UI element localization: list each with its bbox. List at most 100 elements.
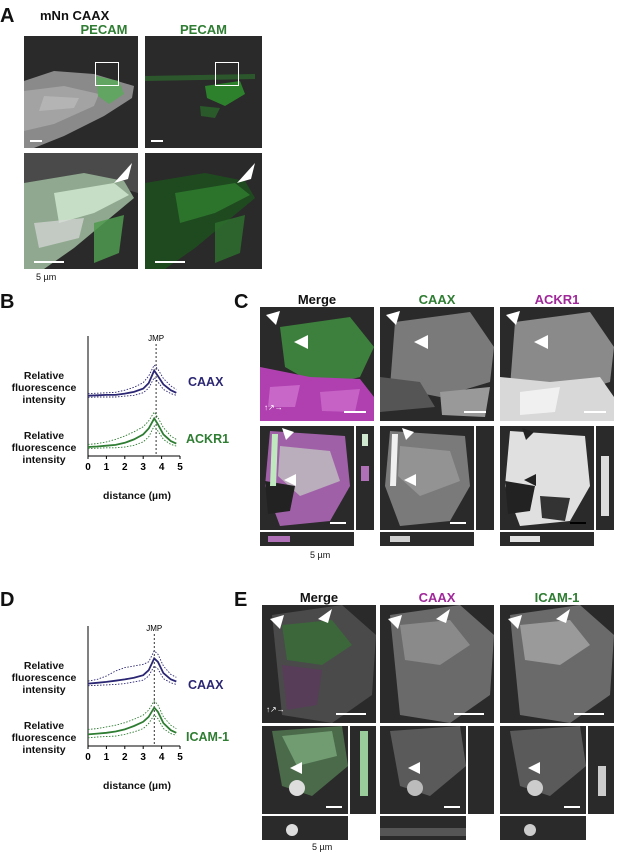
panel-e-side-icam1 xyxy=(588,726,614,814)
panel-e-side-merge xyxy=(350,726,376,814)
scale-bar xyxy=(570,522,586,524)
chart-d-jmp-label: JMP xyxy=(146,624,162,633)
panel-label-c: C xyxy=(234,291,249,313)
chart-b-ylabel-top: Relative fluorescence intensity xyxy=(11,370,77,406)
panel-c-slice-merge xyxy=(260,426,354,530)
arrowhead-icon xyxy=(282,428,294,440)
chart-b-x-tick-label: 1 xyxy=(104,462,110,473)
panel-label-e: E xyxy=(234,589,248,611)
panel-a-zoom-merge xyxy=(24,153,138,269)
arrowhead-icon xyxy=(266,311,280,325)
panel-c-header-caax: CAAX xyxy=(418,292,456,307)
chart-b-x-tick-label: 0 xyxy=(85,462,91,473)
panel-e-slice-caax xyxy=(380,726,466,814)
chart-b-plot: 0 1 2 3 4 5 JMP xyxy=(85,334,183,473)
arrowhead-icon xyxy=(290,762,302,774)
panel-a-scale-label: 5 µm xyxy=(36,272,57,282)
panel-label-b: B xyxy=(0,291,15,313)
arrowhead-icon xyxy=(294,335,308,349)
arrowhead-icon xyxy=(522,428,534,440)
scale-bar xyxy=(151,140,163,142)
panel-e-side-caax xyxy=(468,726,494,814)
panel-c-bottom-ackr1 xyxy=(500,532,594,546)
panel-a-header-pecam-2: PECAM xyxy=(180,22,227,37)
panel-e-bottom-icam1 xyxy=(500,816,586,840)
chart-b-series-2-upper xyxy=(87,411,177,445)
panel-c-3d-caax xyxy=(380,307,494,421)
chart-b-series-label-1: CAAX xyxy=(188,375,224,389)
zoom-box xyxy=(215,62,239,86)
chart-b: Relative fluorescence intensity Relative… xyxy=(0,330,230,510)
chart-d-series-label-2: ICAM-1 xyxy=(186,730,230,744)
panel-e-slice-merge xyxy=(262,726,348,814)
scale-bar xyxy=(454,713,484,715)
arrowhead-icon xyxy=(524,474,536,486)
chart-d-x-tick-label: 3 xyxy=(140,752,146,763)
chart-d-series-1-upper xyxy=(87,650,177,682)
chart-b-series-1-mean xyxy=(87,368,177,397)
chart-d-x-tick-label: 4 xyxy=(159,752,165,763)
chart-b-x-tick-label: 2 xyxy=(122,462,128,473)
scale-bar xyxy=(155,261,185,263)
panel-c-side-caax xyxy=(476,426,494,530)
arrowhead-icon xyxy=(386,311,400,325)
scale-bar xyxy=(444,806,460,808)
arrowhead-icon xyxy=(534,335,548,349)
chart-b-xlabel: distance (µm) xyxy=(103,490,171,502)
chart-b-ylabel-bottom: Relative fluorescence intensity xyxy=(11,430,77,466)
scale-bar xyxy=(30,140,42,142)
panel-c-bottom-caax xyxy=(380,532,474,546)
panel-a-overview-merge xyxy=(24,36,138,148)
arrowhead-icon xyxy=(408,762,420,774)
panel-e-header-merge: Merge xyxy=(299,590,339,605)
panel-e-bottom-merge xyxy=(262,816,348,840)
panel-a-header-pecam-1: PECAM xyxy=(80,22,128,37)
chart-b-x-tick-label: 5 xyxy=(177,462,183,473)
chart-b-series-2-lower xyxy=(87,425,177,450)
chart-d-ylabel-bottom: Relative fluorescence intensity xyxy=(11,720,77,756)
panel-c-3d-merge: ↑↗→ xyxy=(260,307,374,421)
panel-c-bottom-merge xyxy=(260,532,354,546)
panel-a-overview-pecam xyxy=(145,36,262,148)
panel-label-d: D xyxy=(0,589,15,611)
panel-c-header-merge: Merge xyxy=(297,292,337,307)
chart-d-series-2-mean xyxy=(87,706,177,736)
panel-e-3d-caax xyxy=(380,605,494,723)
panel-e-header-caax: CAAX xyxy=(418,590,456,605)
chart-b-series-1-lower xyxy=(87,376,177,398)
scale-bar xyxy=(336,713,366,715)
chart-d-x-tick-label: 0 xyxy=(85,752,91,763)
panel-a-zoom-pecam xyxy=(145,153,262,269)
chart-d-plot: 0 1 2 3 4 5 JMP xyxy=(85,624,183,763)
arrowhead-icon xyxy=(528,762,540,774)
chart-b-series-1-upper xyxy=(87,364,177,395)
scale-bar xyxy=(326,806,342,808)
axis-icon: ↑↗→ xyxy=(264,403,283,412)
chart-b-jmp-label: JMP xyxy=(148,334,164,343)
arrowhead-icon xyxy=(318,609,332,623)
panel-e-header-icam1: ICAM-1 xyxy=(534,590,580,605)
chart-d-series-label-1: CAAX xyxy=(188,678,224,692)
panel-e-3d-icam1 xyxy=(500,605,614,723)
arrowhead-icon xyxy=(402,428,414,440)
arrowhead-icon xyxy=(284,474,296,486)
scale-bar xyxy=(450,522,466,524)
arrowhead-icon xyxy=(556,609,570,623)
panel-e-slice-icam1 xyxy=(500,726,586,814)
chart-d-series-2-upper xyxy=(87,700,177,730)
panel-e-3d-merge: ↑↗→ xyxy=(262,605,376,723)
panel-a-header-construct: mNn CAAX xyxy=(40,8,110,23)
arrowhead-icon xyxy=(506,311,520,325)
scale-bar xyxy=(464,411,486,413)
scale-bar xyxy=(584,411,606,413)
chart-d-ylabel-top: Relative fluorescence intensity xyxy=(11,660,77,696)
chart-d-x-tick-label: 1 xyxy=(104,752,110,763)
scale-bar xyxy=(330,522,346,524)
chart-d-series-1-mean xyxy=(87,656,177,685)
panel-c-header-ackr1: ACKR1 xyxy=(534,292,580,307)
chart-b-x-tick-label: 4 xyxy=(159,462,165,473)
panel-c-3d-ackr1 xyxy=(500,307,614,421)
arrowhead-icon xyxy=(508,615,522,629)
panel-e-scale-label: 5 µm xyxy=(312,842,333,852)
axis-icon: ↑↗→ xyxy=(266,705,285,714)
